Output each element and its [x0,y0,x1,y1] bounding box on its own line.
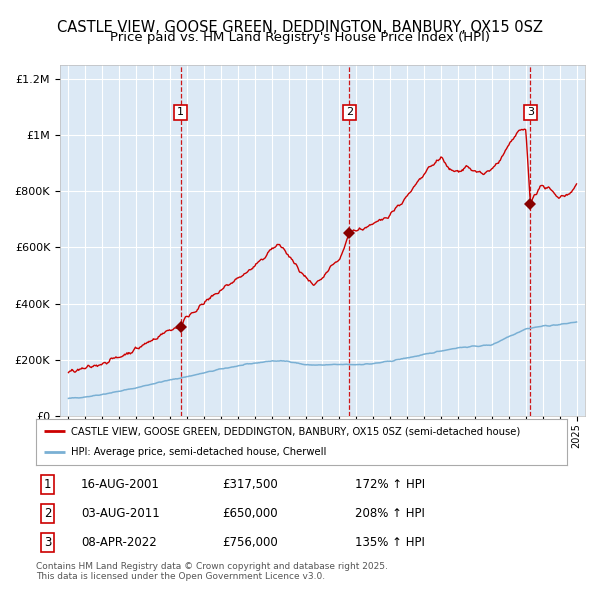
Text: 1: 1 [44,477,52,491]
Text: £650,000: £650,000 [222,507,277,520]
Text: 2: 2 [44,507,52,520]
Text: Price paid vs. HM Land Registry's House Price Index (HPI): Price paid vs. HM Land Registry's House … [110,31,490,44]
Text: 1: 1 [177,107,184,117]
Text: 16-AUG-2001: 16-AUG-2001 [81,477,160,491]
Text: Contains HM Land Registry data © Crown copyright and database right 2025.
This d: Contains HM Land Registry data © Crown c… [36,562,388,581]
Text: 03-AUG-2011: 03-AUG-2011 [81,507,160,520]
Text: 3: 3 [44,536,52,549]
Text: 3: 3 [527,107,534,117]
Text: 2: 2 [346,107,353,117]
Text: 135% ↑ HPI: 135% ↑ HPI [355,536,424,549]
Text: HPI: Average price, semi-detached house, Cherwell: HPI: Average price, semi-detached house,… [71,447,326,457]
Text: 172% ↑ HPI: 172% ↑ HPI [355,477,425,491]
Text: CASTLE VIEW, GOOSE GREEN, DEDDINGTON, BANBURY, OX15 0SZ: CASTLE VIEW, GOOSE GREEN, DEDDINGTON, BA… [57,20,543,35]
Text: £756,000: £756,000 [222,536,278,549]
Text: £317,500: £317,500 [222,477,278,491]
Text: 08-APR-2022: 08-APR-2022 [81,536,157,549]
Text: 208% ↑ HPI: 208% ↑ HPI [355,507,424,520]
Text: CASTLE VIEW, GOOSE GREEN, DEDDINGTON, BANBURY, OX15 0SZ (semi-detached house): CASTLE VIEW, GOOSE GREEN, DEDDINGTON, BA… [71,427,520,437]
